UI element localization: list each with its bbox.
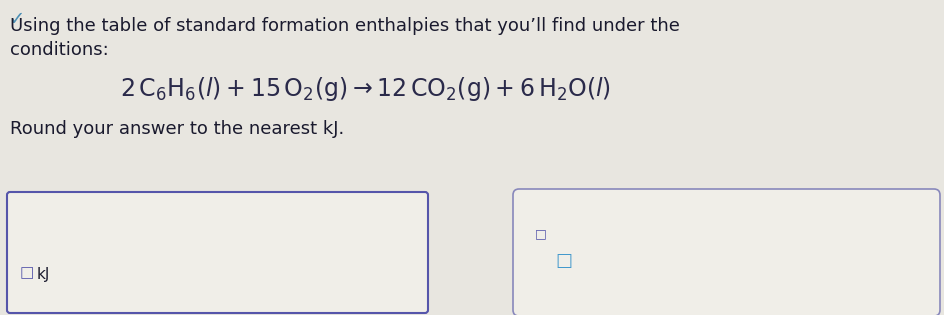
Text: conditions:: conditions: [10, 41, 109, 59]
Text: □: □ [555, 252, 572, 270]
Text: $\rm 2\,C_6H_6(\mathit{l})+15\,O_2(g)\rightarrow 12\,CO_2(g)+6\,H_2O(\mathit{l}): $\rm 2\,C_6H_6(\mathit{l})+15\,O_2(g)\ri… [120, 75, 611, 103]
Text: kJ: kJ [37, 267, 50, 282]
Text: Using the table of standard formation enthalpies that you’ll find under the: Using the table of standard formation en… [10, 17, 685, 35]
Text: Round your answer to the nearest kJ.: Round your answer to the nearest kJ. [10, 120, 345, 138]
FancyBboxPatch shape [513, 189, 940, 315]
Text: □: □ [20, 265, 34, 280]
Text: ✓: ✓ [8, 10, 25, 29]
FancyBboxPatch shape [7, 192, 428, 313]
Text: □: □ [535, 227, 547, 240]
